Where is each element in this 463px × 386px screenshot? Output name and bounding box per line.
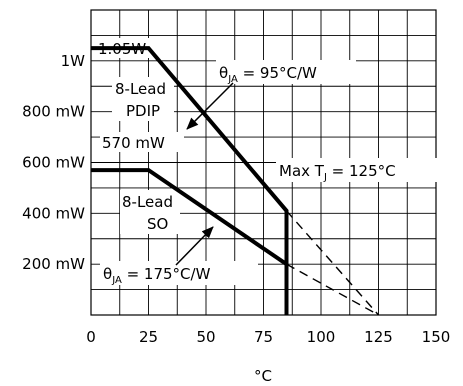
- y-tick-label: 400 mW: [22, 204, 85, 222]
- y-tick-label: 1W: [61, 52, 86, 70]
- so-power-label: 570 mW: [102, 134, 165, 152]
- y-tick-label: 800 mW: [22, 103, 85, 121]
- pdip-power-label: 1.05W: [98, 40, 146, 58]
- so-theta-arrow: [175, 226, 214, 266]
- pdip-theta-bg: [216, 60, 356, 84]
- x-tick-label: 0: [86, 328, 96, 346]
- x-tick-label: 50: [196, 328, 215, 346]
- x-tick-label: 25: [139, 328, 158, 346]
- so-power-bg: [100, 132, 184, 152]
- max-tj-label: Max TJ = 125°C: [279, 162, 396, 183]
- pdip-theta-label: θJA = 95°C/W: [219, 64, 317, 85]
- so-theta-label: θJA = 175°C/W: [103, 265, 211, 286]
- pdip-series-label-line1: 8-Lead: [115, 80, 166, 98]
- x-tick-label: 75: [254, 328, 273, 346]
- so-theta-bg: [100, 261, 258, 285]
- so-series-label-line1: 8-Lead: [122, 193, 173, 211]
- so-series-label-line2: SO: [147, 215, 168, 233]
- pdip-label-bg: [112, 77, 174, 121]
- so-label-bg: [120, 190, 180, 234]
- pdip-theta-arrow: [186, 82, 234, 130]
- x-tick-label: 125: [364, 328, 393, 346]
- tick-labels: 0 25 50 75 100 125 150 200 mW 400 mW 600 mW 800 mW…: [22, 52, 450, 346]
- series-group: [91, 46, 380, 316]
- x-tick-label: 150: [422, 328, 451, 346]
- pdip-series-label-line2: PDIP: [126, 102, 160, 120]
- extrapolation-line-2: [285, 210, 380, 316]
- maxtj-bg: [276, 158, 439, 182]
- x-axis-title: °C: [254, 367, 272, 385]
- series-line-8-lead-so: [91, 168, 289, 315]
- y-tick-label: 600 mW: [22, 154, 85, 172]
- x-tick-label: 100: [307, 328, 336, 346]
- y-tick-label: 200 mW: [22, 255, 85, 273]
- extrapolation-line-3: [286, 263, 379, 316]
